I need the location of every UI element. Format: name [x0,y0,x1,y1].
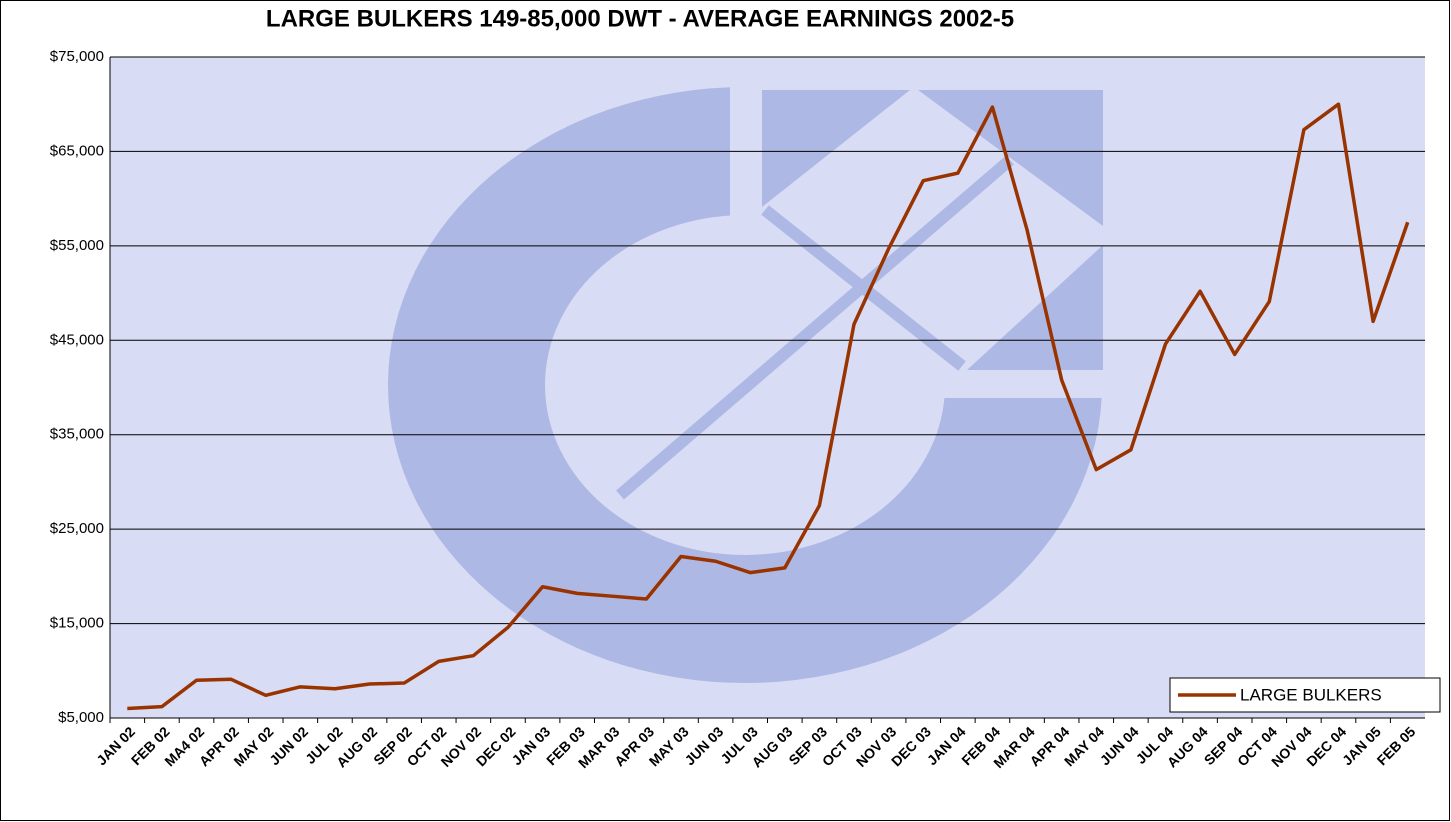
watermark-logo [388,80,1110,683]
y-tick-label: $35,000 [50,426,104,443]
y-tick-label: $5,000 [58,709,104,726]
legend-label: LARGE BULKERS [1240,685,1382,704]
y-tick-label: $75,000 [50,48,104,65]
chart-title: LARGE BULKERS 149-85,000 DWT - AVERAGE E… [266,5,1014,32]
series-line [127,102,1410,711]
y-tick-label: $15,000 [50,615,104,632]
y-tick-label: $25,000 [50,520,104,537]
y-tick-label: $65,000 [50,142,104,159]
y-tick-label: $55,000 [50,237,104,254]
y-tick-label: $45,000 [50,331,104,348]
